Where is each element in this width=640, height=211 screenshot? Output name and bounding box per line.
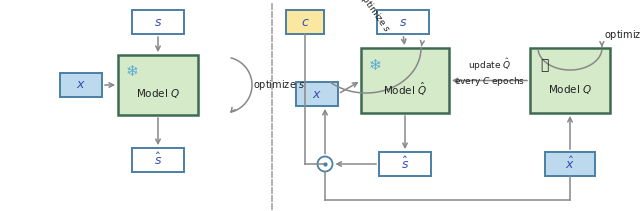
Text: optimize $Q$: optimize $Q$ <box>604 28 640 42</box>
Text: $x$: $x$ <box>312 88 322 100</box>
Text: Model $\hat{Q}$: Model $\hat{Q}$ <box>383 81 427 98</box>
Text: optimize $s$: optimize $s$ <box>253 78 305 92</box>
Text: $x$: $x$ <box>76 78 86 92</box>
FancyBboxPatch shape <box>132 10 184 34</box>
FancyBboxPatch shape <box>379 152 431 176</box>
Text: optimize $s$: optimize $s$ <box>355 0 394 35</box>
FancyBboxPatch shape <box>361 48 449 113</box>
Text: $s$: $s$ <box>154 15 162 28</box>
FancyBboxPatch shape <box>296 82 338 106</box>
FancyBboxPatch shape <box>132 148 184 172</box>
FancyBboxPatch shape <box>545 152 595 176</box>
Text: $\hat{s}$: $\hat{s}$ <box>154 152 162 168</box>
Text: $\hat{x}$: $\hat{x}$ <box>565 156 575 172</box>
Text: ❄: ❄ <box>369 58 381 73</box>
Text: Model $Q$: Model $Q$ <box>548 83 592 96</box>
Text: $c$: $c$ <box>301 15 309 28</box>
FancyBboxPatch shape <box>286 10 324 34</box>
Circle shape <box>317 157 333 172</box>
Text: $s$: $s$ <box>399 15 407 28</box>
FancyBboxPatch shape <box>60 73 102 97</box>
FancyBboxPatch shape <box>377 10 429 34</box>
Text: ❄: ❄ <box>125 64 138 78</box>
FancyBboxPatch shape <box>118 55 198 115</box>
Text: update $\hat{Q}$
every $C$ epochs: update $\hat{Q}$ every $C$ epochs <box>454 56 525 88</box>
Text: 🔥: 🔥 <box>540 58 548 72</box>
Text: Model $Q$: Model $Q$ <box>136 88 180 100</box>
FancyBboxPatch shape <box>530 48 610 113</box>
Text: $\hat{s}$: $\hat{s}$ <box>401 156 409 172</box>
